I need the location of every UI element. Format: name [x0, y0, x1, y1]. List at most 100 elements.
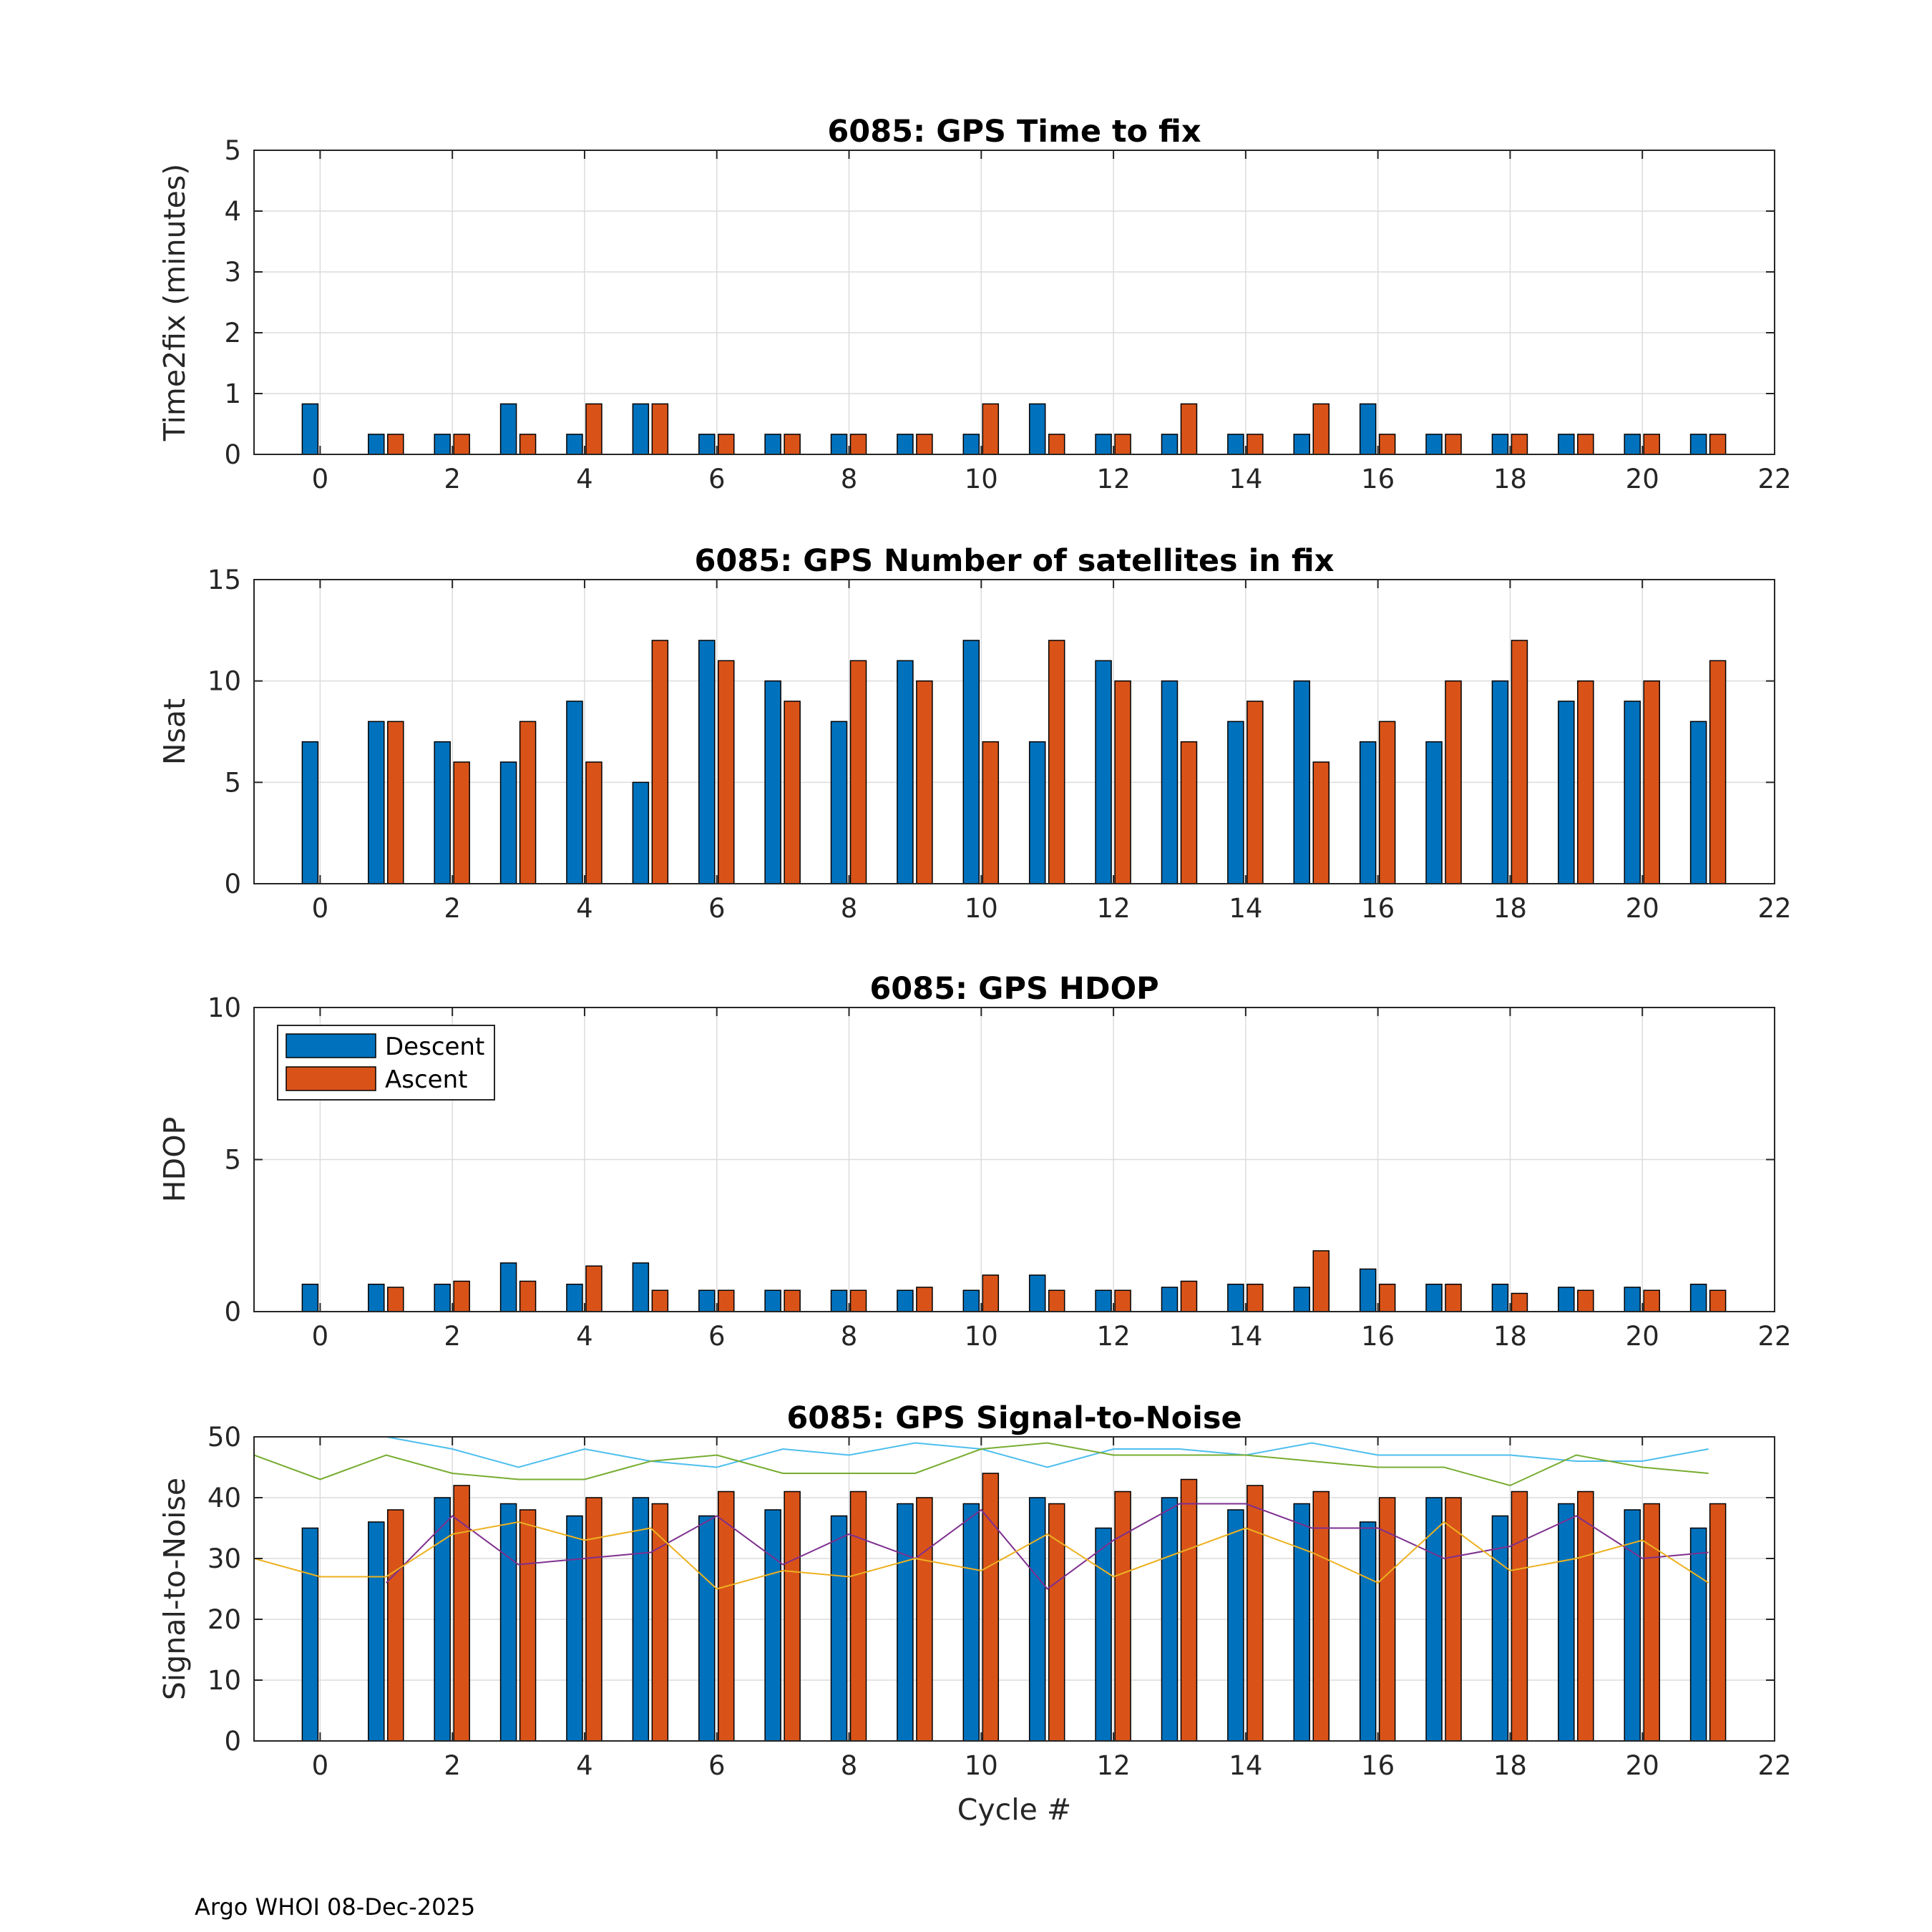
bar-descent [301, 1284, 319, 1312]
bar-ascent [1378, 721, 1396, 884]
bar-ascent [453, 761, 470, 884]
x-tick-label: 12 [1097, 1750, 1131, 1781]
bar-descent [897, 434, 914, 455]
bar-ascent [1643, 1503, 1660, 1742]
y-axis-label: Signal-to-Noise [157, 1478, 192, 1700]
x-tick-label: 4 [576, 1321, 593, 1352]
bar-ascent [1180, 1478, 1198, 1742]
y-tick-label: 0 [224, 1726, 241, 1757]
bar-ascent [651, 403, 669, 455]
bar-descent [1359, 1521, 1377, 1742]
bar-descent [301, 741, 319, 884]
bar-descent [1689, 1284, 1707, 1312]
bar-ascent [387, 721, 404, 884]
bar-descent [1293, 434, 1311, 455]
y-tick-label: 0 [224, 1297, 241, 1327]
bar-ascent [916, 680, 933, 884]
bar-ascent [1114, 680, 1131, 884]
bar-ascent [717, 434, 735, 455]
bar-ascent [1180, 403, 1198, 455]
legend-label-descent: Descent [385, 1033, 484, 1061]
bar-descent [499, 761, 517, 884]
bar-ascent [982, 1274, 1000, 1312]
bar-descent [1425, 1284, 1443, 1312]
bar-descent [1161, 434, 1179, 455]
bar-descent [764, 680, 781, 884]
x-tick-label: 12 [1097, 464, 1131, 494]
y-tick-label: 0 [224, 439, 241, 470]
x-tick-label: 0 [312, 464, 329, 494]
bar-ascent [1378, 434, 1396, 455]
bar-descent [1624, 701, 1641, 884]
legend: Descent Ascent [277, 1025, 495, 1101]
x-tick-label: 18 [1493, 1321, 1527, 1352]
panel-title: 6085: GPS Time to fix [827, 114, 1201, 150]
bar-descent [764, 434, 781, 455]
bar-descent [434, 1284, 451, 1312]
bar-descent [566, 1284, 583, 1312]
bar-descent [632, 1262, 650, 1312]
bar-descent [1161, 680, 1179, 884]
footer-stamp: Argo WHOI 08-Dec-2025 [195, 1893, 476, 1921]
axes-box [253, 1436, 1775, 1742]
y-tick-label: 5 [224, 135, 241, 166]
bar-descent [1293, 1503, 1311, 1742]
bar-ascent [1445, 434, 1462, 455]
bar-ascent [1643, 1289, 1660, 1312]
bar-ascent [651, 1503, 669, 1742]
bar-ascent [1378, 1284, 1396, 1312]
x-tick-label: 18 [1493, 464, 1527, 494]
bar-descent [1491, 1284, 1509, 1312]
x-tick-label: 2 [444, 464, 461, 494]
y-axis-label: Nsat [157, 698, 192, 765]
bar-descent [566, 434, 583, 455]
bar-descent [1425, 1497, 1443, 1742]
bar-ascent [1709, 1503, 1727, 1742]
bar-descent [1359, 741, 1377, 884]
bar-ascent [1312, 403, 1330, 455]
x-tick-label: 8 [841, 893, 858, 924]
legend-swatch-descent [286, 1033, 376, 1058]
bar-descent [368, 721, 385, 884]
x-tick-label: 16 [1361, 893, 1395, 924]
y-tick-label: 40 [208, 1483, 241, 1513]
panel-title: 6085: GPS Signal-to-Noise [786, 1400, 1241, 1436]
x-tick-label: 20 [1626, 893, 1659, 924]
bar-descent [1227, 1284, 1244, 1312]
panel-2: 0 2 4 6 8 10 12 14 16 18 20 22 0 5 10 15 6085: GPS Numbe… [157, 543, 1792, 924]
bar-descent [897, 1503, 914, 1742]
bar-descent [764, 1509, 781, 1742]
bar-descent [1028, 741, 1046, 884]
bar-descent [368, 1284, 385, 1312]
bar-ascent [849, 660, 867, 884]
x-tick-label: 14 [1229, 1750, 1262, 1781]
bar-ascent [784, 701, 801, 884]
x-tick-label: 20 [1626, 464, 1659, 494]
bar-ascent [453, 434, 470, 455]
x-tick-label: 18 [1493, 893, 1527, 924]
bar-ascent [717, 1491, 735, 1742]
bar-ascent [1709, 660, 1727, 884]
x-tick-label: 22 [1757, 1321, 1791, 1352]
bar-ascent [1312, 1491, 1330, 1742]
bar-ascent [651, 1289, 669, 1312]
bar-descent [1491, 434, 1509, 455]
y-tick-label: 10 [208, 1665, 241, 1696]
bar-ascent [1511, 1292, 1528, 1312]
bar-descent [1161, 1497, 1179, 1742]
x-tick-label: 0 [312, 1750, 329, 1781]
bar-ascent [1048, 1289, 1065, 1312]
bar-descent [499, 1262, 517, 1312]
bar-descent [1689, 1527, 1707, 1742]
bar-ascent [982, 403, 1000, 455]
x-tick-label: 8 [841, 1321, 858, 1352]
y-tick-label: 0 [224, 869, 241, 899]
y-tick-label: 3 [224, 257, 241, 288]
bar-descent [962, 1503, 980, 1742]
bar-ascent [387, 1509, 404, 1742]
bar-ascent [519, 721, 537, 884]
bar-ascent [784, 1491, 801, 1742]
x-tick-label: 14 [1229, 1321, 1262, 1352]
